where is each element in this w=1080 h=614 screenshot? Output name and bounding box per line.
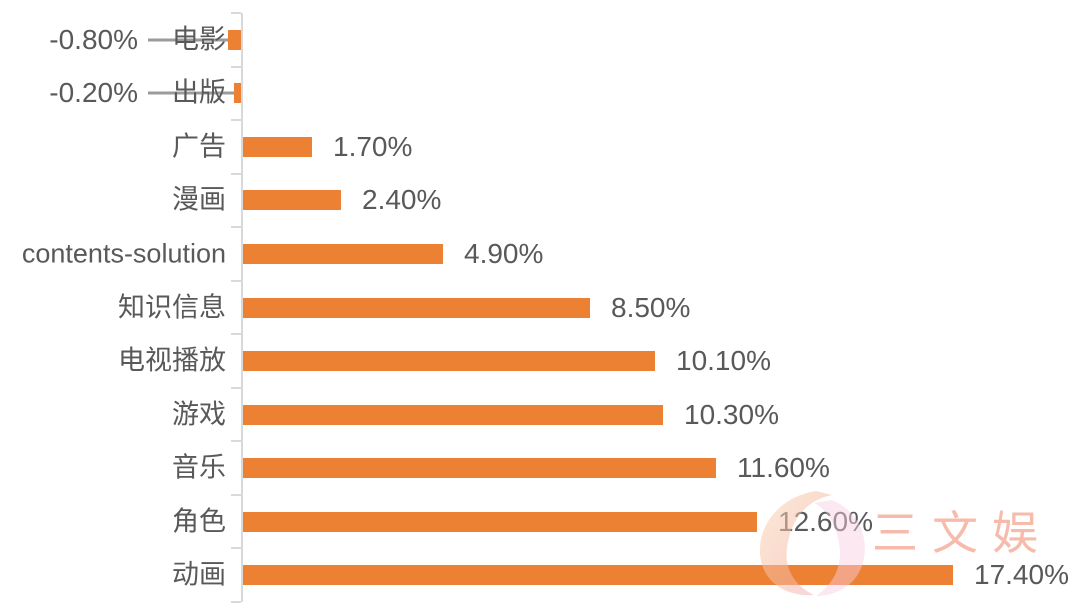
value-label: 1.70% bbox=[333, 130, 413, 162]
category-label: 漫画 bbox=[172, 184, 226, 215]
axis-tick bbox=[231, 226, 241, 229]
axis-tick bbox=[231, 386, 241, 389]
value-label: 8.50% bbox=[611, 291, 691, 323]
bar bbox=[243, 511, 757, 532]
bar bbox=[243, 565, 953, 586]
bar bbox=[243, 404, 663, 425]
watermark-text: 三文娱 bbox=[872, 507, 1052, 559]
category-label: 广告 bbox=[172, 131, 226, 162]
category-label: 电影 bbox=[172, 24, 226, 55]
category-label: contents-solution bbox=[21, 238, 226, 269]
category-label: 音乐 bbox=[172, 452, 226, 483]
axis-tick bbox=[231, 279, 241, 282]
value-label: 10.30% bbox=[684, 398, 779, 430]
bar bbox=[243, 297, 590, 318]
axis-tick bbox=[231, 547, 241, 550]
bar bbox=[243, 136, 312, 157]
bar bbox=[243, 351, 655, 372]
value-label: -0.80% bbox=[49, 23, 138, 55]
bar bbox=[234, 83, 243, 104]
leader-line bbox=[148, 38, 228, 42]
value-label: -0.20% bbox=[49, 77, 138, 109]
value-label: 10.10% bbox=[676, 345, 771, 377]
axis-tick bbox=[231, 119, 241, 122]
value-label: 17.40% bbox=[974, 559, 1069, 591]
category-label: 出版 bbox=[172, 77, 226, 108]
category-label: 电视播放 bbox=[118, 345, 226, 376]
y-axis-line bbox=[241, 13, 243, 602]
bar bbox=[243, 458, 716, 479]
bar bbox=[243, 243, 443, 264]
axis-tick bbox=[231, 12, 241, 14]
bar bbox=[243, 190, 341, 211]
axis-tick bbox=[231, 172, 241, 175]
axis-tick bbox=[231, 440, 241, 443]
category-label: 知识信息 bbox=[118, 292, 226, 322]
category-label: 游戏 bbox=[172, 399, 226, 430]
value-label: 12.60% bbox=[778, 505, 873, 537]
value-label: 11.60% bbox=[737, 452, 830, 484]
axis-tick bbox=[231, 65, 241, 68]
bar bbox=[228, 29, 243, 50]
category-label: 动画 bbox=[172, 559, 226, 590]
axis-tick bbox=[231, 333, 241, 336]
value-label: 2.40% bbox=[362, 184, 442, 216]
axis-tick bbox=[231, 601, 241, 603]
leader-line bbox=[148, 91, 234, 95]
category-label: 角色 bbox=[172, 506, 226, 537]
axis-tick bbox=[231, 493, 241, 496]
value-label: 4.90% bbox=[464, 237, 544, 269]
